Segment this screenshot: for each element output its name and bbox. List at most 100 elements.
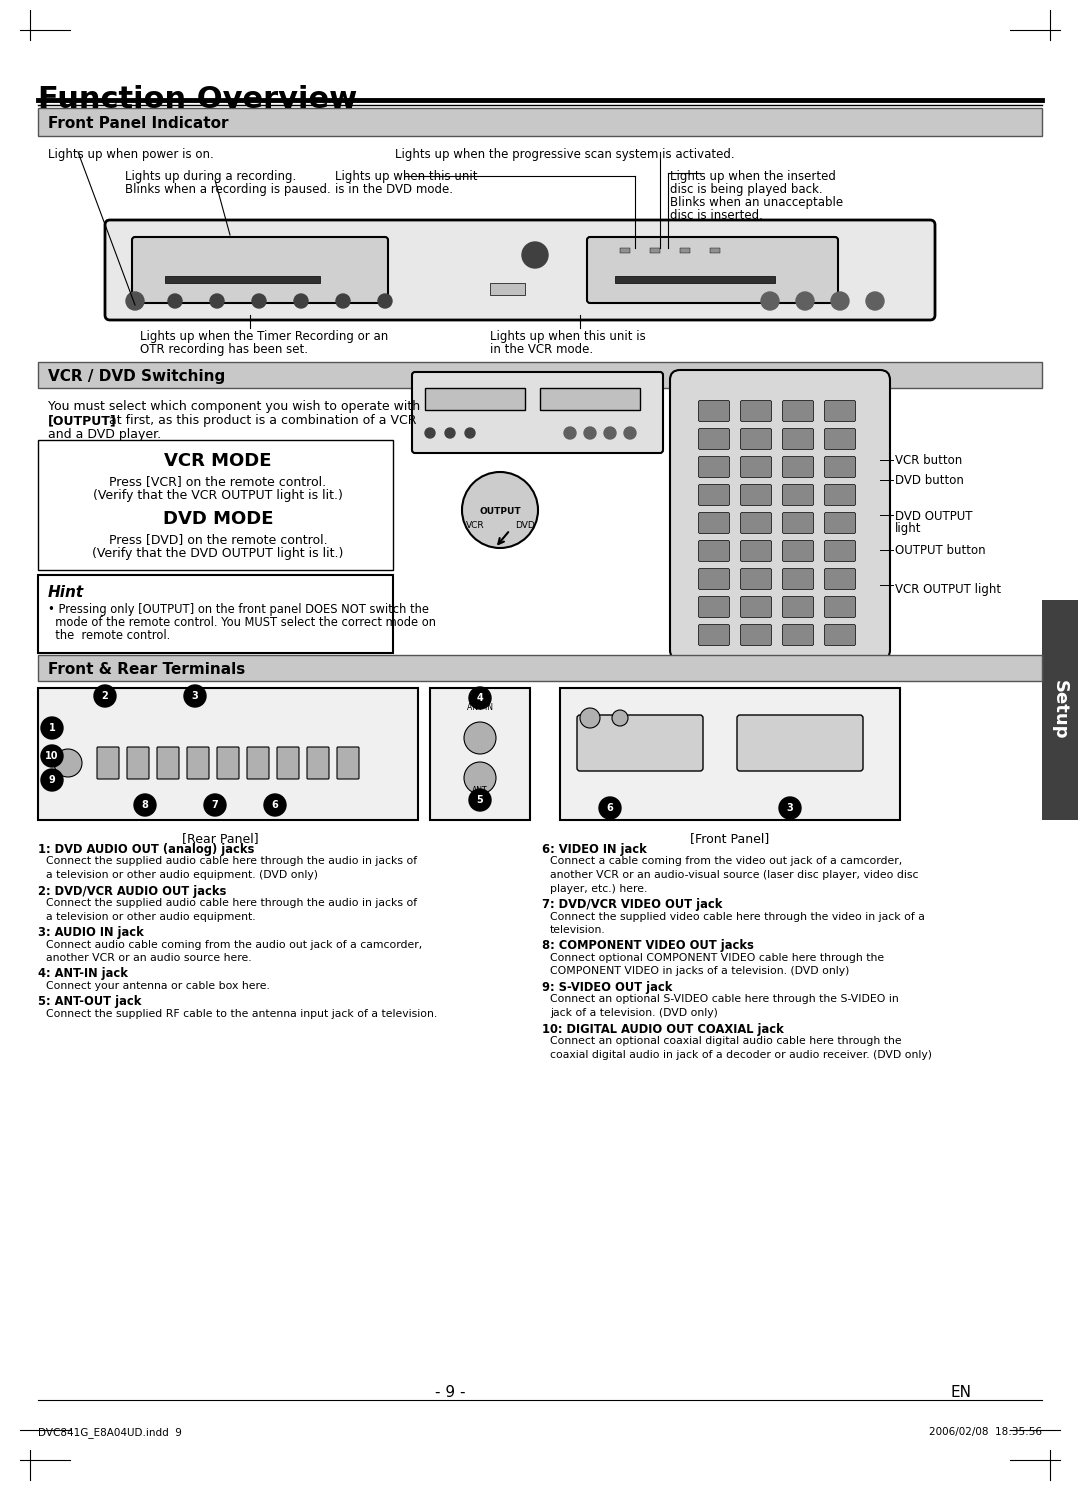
Text: VCR / DVD Switching: VCR / DVD Switching <box>48 370 226 385</box>
Text: another VCR or an audio source here.: another VCR or an audio source here. <box>46 953 252 963</box>
Text: 3: 3 <box>191 690 199 701</box>
Text: 7: DVD/VCR VIDEO OUT jack: 7: DVD/VCR VIDEO OUT jack <box>542 898 723 911</box>
Circle shape <box>612 710 627 726</box>
Circle shape <box>522 242 548 268</box>
Text: Connect audio cable coming from the audio out jack of a camcorder,: Connect audio cable coming from the audi… <box>46 939 422 950</box>
Text: player, etc.) here.: player, etc.) here. <box>550 884 647 893</box>
Text: VCR OUTPUT light: VCR OUTPUT light <box>895 583 1001 596</box>
FancyBboxPatch shape <box>741 625 771 646</box>
Circle shape <box>126 292 144 310</box>
FancyBboxPatch shape <box>670 370 890 661</box>
FancyBboxPatch shape <box>699 428 729 449</box>
Text: Connect your antenna or cable box here.: Connect your antenna or cable box here. <box>46 981 270 992</box>
Text: Connect an optional S-VIDEO cable here through the S-VIDEO in: Connect an optional S-VIDEO cable here t… <box>550 994 899 1005</box>
FancyBboxPatch shape <box>38 687 418 820</box>
FancyBboxPatch shape <box>157 747 179 778</box>
Circle shape <box>294 294 308 309</box>
Text: [OUTPUT]: [OUTPUT] <box>48 414 117 426</box>
Bar <box>490 283 525 295</box>
FancyBboxPatch shape <box>824 568 855 589</box>
Text: • Pressing only [OUTPUT] on the front panel DOES NOT switch the: • Pressing only [OUTPUT] on the front pa… <box>48 602 429 616</box>
Text: Lights up when the Timer Recording or an: Lights up when the Timer Recording or an <box>140 330 388 343</box>
FancyBboxPatch shape <box>741 541 771 562</box>
Text: VCR: VCR <box>465 522 484 531</box>
FancyBboxPatch shape <box>561 687 900 820</box>
Text: - 9 -: - 9 - <box>435 1385 465 1400</box>
Circle shape <box>336 294 350 309</box>
Text: another VCR or an audio-visual source (laser disc player, video disc: another VCR or an audio-visual source (l… <box>550 871 918 880</box>
FancyBboxPatch shape <box>699 568 729 589</box>
Circle shape <box>624 426 636 438</box>
Bar <box>650 248 660 253</box>
Bar <box>710 248 720 253</box>
FancyBboxPatch shape <box>824 541 855 562</box>
Text: jack of a television. (DVD only): jack of a television. (DVD only) <box>550 1008 718 1018</box>
Circle shape <box>41 717 63 740</box>
Text: Press [VCR] on the remote control.: Press [VCR] on the remote control. <box>109 476 326 488</box>
Text: Lights up when the progressive scan system is activated.: Lights up when the progressive scan syst… <box>395 148 734 161</box>
Text: VCR button: VCR button <box>895 453 962 467</box>
Circle shape <box>464 722 496 754</box>
FancyBboxPatch shape <box>38 655 1042 681</box>
Text: You must select which component you wish to operate with: You must select which component you wish… <box>48 400 420 413</box>
Text: at first, as this product is a combination of a VCR: at first, as this product is a combinati… <box>105 414 417 426</box>
Bar <box>540 388 640 410</box>
Text: 1: 1 <box>49 723 55 734</box>
Text: coaxial digital audio in jack of a decoder or audio receiver. (DVD only): coaxial digital audio in jack of a decod… <box>550 1050 932 1060</box>
FancyBboxPatch shape <box>824 625 855 646</box>
FancyBboxPatch shape <box>783 513 813 534</box>
FancyBboxPatch shape <box>38 107 1042 136</box>
Circle shape <box>445 428 455 438</box>
Circle shape <box>378 294 392 309</box>
FancyBboxPatch shape <box>430 687 530 820</box>
Text: ANT IN: ANT IN <box>467 702 492 713</box>
Text: disc is inserted.: disc is inserted. <box>670 209 762 222</box>
FancyBboxPatch shape <box>824 513 855 534</box>
Text: VCR MODE: VCR MODE <box>164 452 272 470</box>
Text: the  remote control.: the remote control. <box>48 629 171 643</box>
Bar <box>680 248 690 253</box>
FancyBboxPatch shape <box>783 456 813 477</box>
Text: 6: 6 <box>272 801 279 810</box>
Circle shape <box>134 795 156 816</box>
Text: DVC841G_E8A04UD.indd  9: DVC841G_E8A04UD.indd 9 <box>38 1427 181 1437</box>
Text: OUTPUT button: OUTPUT button <box>895 544 986 556</box>
Text: 5: ANT-OUT jack: 5: ANT-OUT jack <box>38 996 141 1008</box>
FancyBboxPatch shape <box>741 596 771 617</box>
Text: OTR recording has been set.: OTR recording has been set. <box>140 343 308 356</box>
FancyBboxPatch shape <box>699 456 729 477</box>
Circle shape <box>210 294 224 309</box>
FancyBboxPatch shape <box>699 513 729 534</box>
FancyBboxPatch shape <box>783 541 813 562</box>
FancyBboxPatch shape <box>699 625 729 646</box>
FancyBboxPatch shape <box>741 485 771 505</box>
Text: Lights up when this unit: Lights up when this unit <box>335 170 477 183</box>
FancyBboxPatch shape <box>337 747 359 778</box>
FancyBboxPatch shape <box>38 440 393 570</box>
FancyBboxPatch shape <box>824 485 855 505</box>
Circle shape <box>761 292 779 310</box>
Circle shape <box>465 428 475 438</box>
Circle shape <box>204 795 226 816</box>
FancyBboxPatch shape <box>741 513 771 534</box>
FancyBboxPatch shape <box>187 747 210 778</box>
Text: 2: DVD/VCR AUDIO OUT jacks: 2: DVD/VCR AUDIO OUT jacks <box>38 884 227 898</box>
Text: (Verify that the VCR OUTPUT light is lit.): (Verify that the VCR OUTPUT light is lit… <box>93 489 343 502</box>
FancyBboxPatch shape <box>276 747 299 778</box>
FancyBboxPatch shape <box>97 747 119 778</box>
FancyBboxPatch shape <box>699 401 729 422</box>
Circle shape <box>168 294 183 309</box>
Text: 4: 4 <box>476 693 484 702</box>
Text: 6: 6 <box>607 804 613 813</box>
Text: Connect the supplied audio cable here through the audio in jacks of: Connect the supplied audio cable here th… <box>46 856 417 866</box>
Text: Connect an optional coaxial digital audio cable here through the: Connect an optional coaxial digital audi… <box>550 1036 902 1047</box>
Circle shape <box>54 748 82 777</box>
Text: 3: 3 <box>786 804 794 813</box>
Text: COMPONENT VIDEO in jacks of a television. (DVD only): COMPONENT VIDEO in jacks of a television… <box>550 966 849 977</box>
Text: (Verify that the DVD OUTPUT light is lit.): (Verify that the DVD OUTPUT light is lit… <box>92 547 343 561</box>
Text: 9: S-VIDEO OUT jack: 9: S-VIDEO OUT jack <box>542 981 673 994</box>
Text: 2006/02/08  18:35:56: 2006/02/08 18:35:56 <box>929 1427 1042 1437</box>
Bar <box>620 248 630 253</box>
Text: light: light <box>895 522 921 535</box>
Circle shape <box>469 687 491 710</box>
